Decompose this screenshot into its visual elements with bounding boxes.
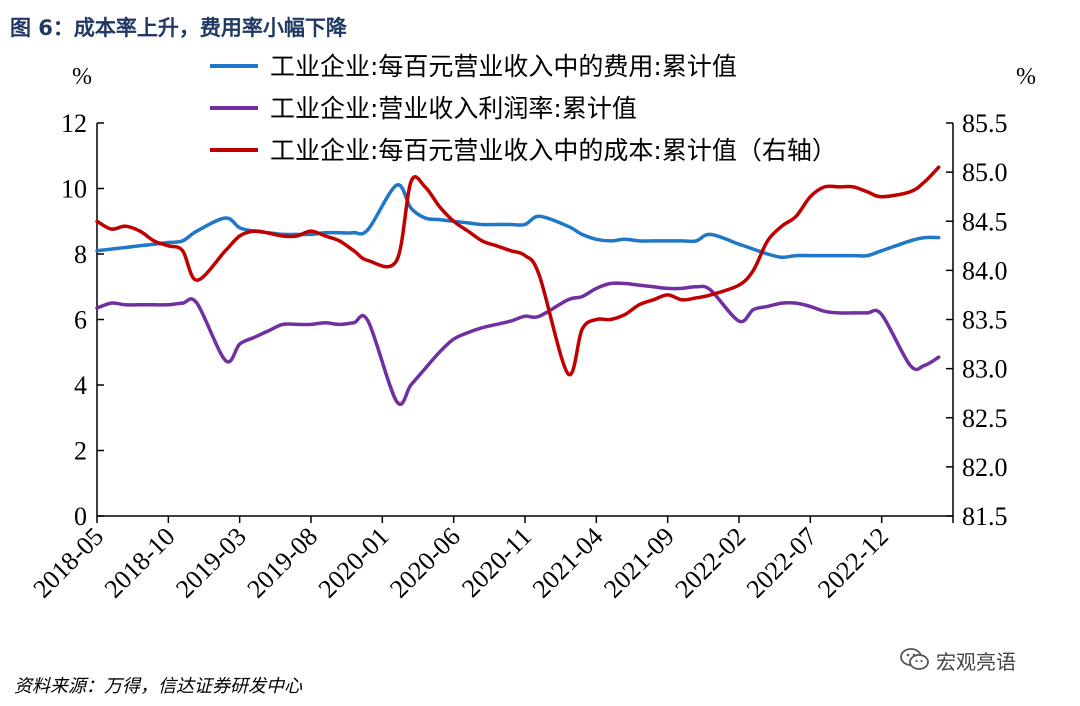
series-line-1	[95, 183, 941, 260]
x-tick-label: 2019-03	[170, 522, 252, 604]
right-y-tick-label: 85.0	[962, 158, 1008, 187]
figure-title: 图 6：成本率上升，费用率小幅下降	[10, 16, 347, 40]
x-tick-label: 2020-01	[313, 522, 395, 604]
left-y-tick-label: 0	[74, 502, 87, 531]
x-tick-label: 2019-08	[241, 522, 323, 604]
x-tick-label: 2018-10	[99, 522, 181, 604]
series-line-3	[95, 165, 941, 377]
right-y-tick-label: 83.5	[962, 306, 1008, 335]
series-layer	[95, 165, 941, 406]
x-tick-label: 2018-05	[27, 522, 109, 604]
left-y-tick-label: 8	[74, 240, 87, 269]
right-y-tick-label: 83.0	[962, 355, 1008, 384]
right-y-tick-label: 85.5	[962, 109, 1008, 138]
legend-label-1: 工业企业:每百元营业收入中的费用:累计值	[270, 52, 737, 81]
right-unit-label: %	[1016, 64, 1036, 90]
figure-source: 资料来源：万得，信达证券研发中心	[14, 676, 302, 697]
left-y-tick-label: 6	[74, 306, 87, 335]
legend-label-3: 工业企业:每百元营业收入中的成本:累计值（右轴）	[270, 136, 837, 165]
left-y-tick-label: 10	[61, 175, 87, 204]
right-y-tick-label: 81.5	[962, 502, 1008, 531]
right-y-tick-label: 84.0	[962, 256, 1008, 285]
series-line-2	[95, 281, 941, 406]
left-y-tick-label: 2	[74, 437, 87, 466]
x-tick-label: 2021-04	[527, 522, 609, 604]
legend-label-2: 工业企业:营业收入利润率:累计值	[270, 94, 637, 123]
watermark-text: 宏观亮语	[936, 649, 1016, 674]
left-unit-label: %	[72, 64, 92, 90]
watermark: 宏观亮语	[900, 645, 1016, 675]
x-tick-label: 2021-09	[598, 522, 680, 604]
left-y-tick-label: 12	[61, 109, 87, 138]
legend: 工业企业:每百元营业收入中的费用:累计值工业企业:营业收入利润率:累计值工业企业…	[210, 52, 837, 165]
x-tick-label: 2020-06	[384, 522, 466, 604]
x-tick-label: 2022-07	[741, 522, 823, 604]
x-tick-label: 2020-11	[456, 522, 537, 603]
wechat-icon	[900, 648, 929, 670]
right-y-tick-label: 82.0	[962, 453, 1008, 482]
right-y-tick-label: 84.5	[962, 207, 1008, 236]
left-y-tick-label: 4	[74, 371, 87, 400]
x-tick-label: 2022-12	[812, 522, 894, 604]
x-tick-label: 2022-02	[669, 522, 751, 604]
right-y-tick-label: 82.5	[962, 404, 1008, 433]
